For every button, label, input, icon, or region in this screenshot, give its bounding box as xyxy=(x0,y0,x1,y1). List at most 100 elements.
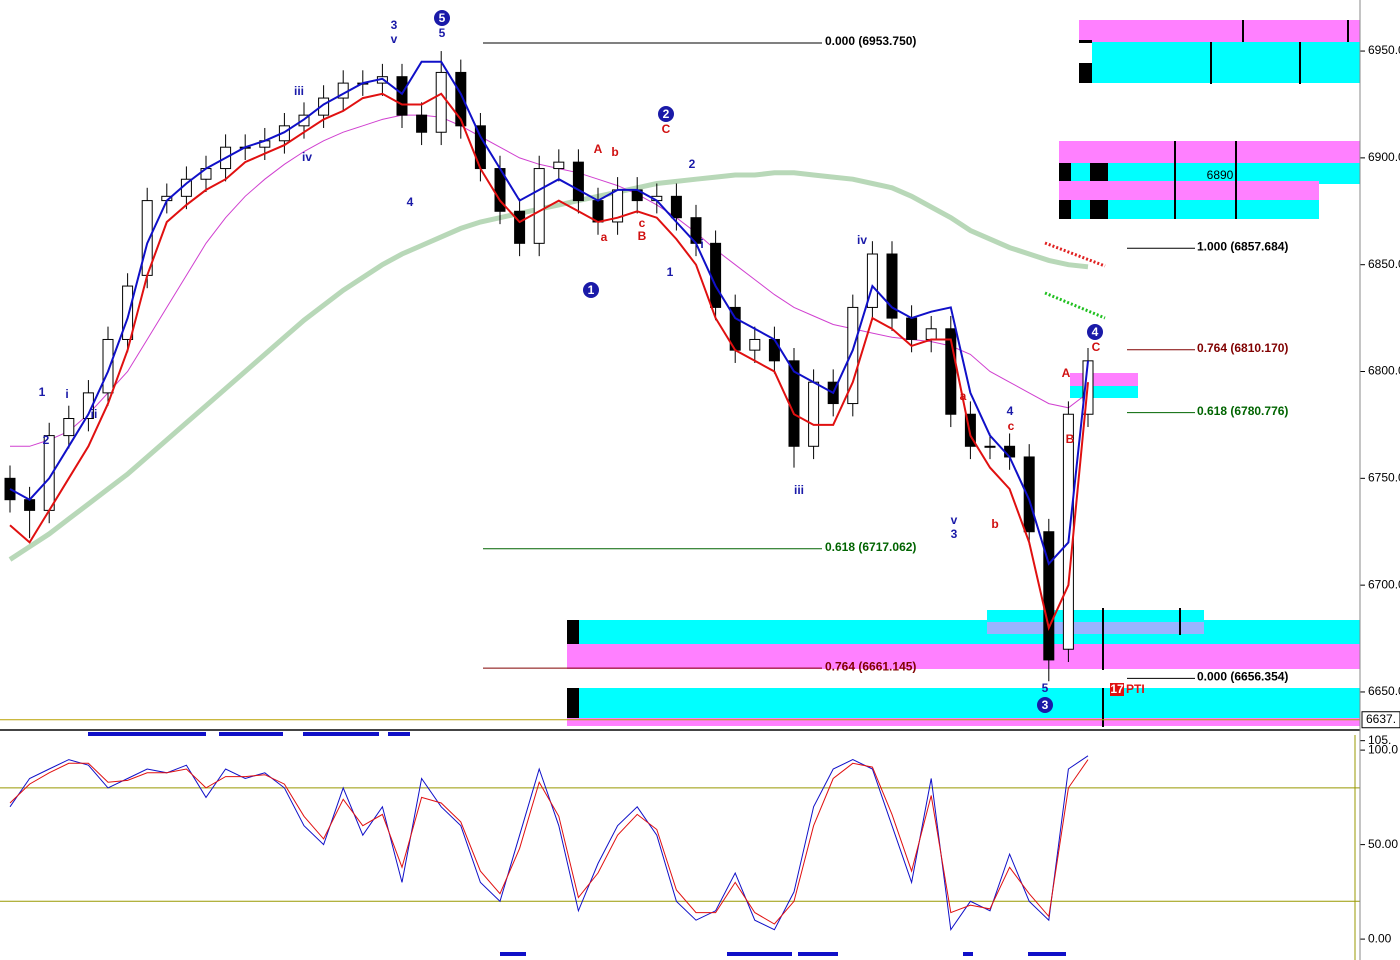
y-tick-label: 105. xyxy=(1368,733,1391,747)
zone xyxy=(1070,386,1138,398)
wave-label: 4 xyxy=(1092,325,1099,339)
y-tick-label: 50.00 xyxy=(1368,837,1398,851)
wave-circle xyxy=(583,282,599,298)
wave-label: iii xyxy=(294,84,304,98)
wave-circle xyxy=(1087,324,1103,340)
wave-label: 2 xyxy=(43,433,50,447)
wave-label: c xyxy=(639,216,646,230)
candle-body xyxy=(1062,413,1074,650)
candle-body xyxy=(24,499,36,511)
line-series xyxy=(8,170,1089,562)
wave-label: 3 xyxy=(951,527,958,541)
candle-body xyxy=(553,161,565,170)
candle-body xyxy=(572,161,584,202)
signal-bar xyxy=(1028,952,1066,956)
zones xyxy=(567,20,1360,727)
line-series xyxy=(9,755,1089,932)
wave-label: c xyxy=(1008,419,1015,433)
wave-label: 5 xyxy=(1042,681,1049,695)
wave-label: ii xyxy=(91,407,98,421)
candle-body xyxy=(866,253,878,308)
candle-body xyxy=(533,168,545,244)
candle-body xyxy=(964,413,976,447)
wave-label: C xyxy=(662,122,671,136)
zone-marker xyxy=(1090,200,1108,219)
wave-label: 1 xyxy=(667,265,674,279)
candle-body xyxy=(710,242,722,308)
wave-label: i xyxy=(65,387,68,401)
zone xyxy=(1070,373,1138,386)
box-label: 17 xyxy=(1110,682,1124,696)
y-tick-label: 6900.0 xyxy=(1368,150,1400,164)
wave-label: 4 xyxy=(407,195,414,209)
candle-body xyxy=(808,381,820,447)
wave-label: v xyxy=(391,32,398,46)
y-tick-label: 6750.0 xyxy=(1368,471,1400,485)
wave-circle xyxy=(658,106,674,122)
y-tick-label: 6700.0 xyxy=(1368,577,1400,591)
candle-body xyxy=(396,76,408,116)
zone xyxy=(1059,181,1319,200)
candle-body xyxy=(63,418,75,437)
wave-label: iv xyxy=(302,150,312,164)
wave-label: A xyxy=(594,142,603,156)
wave-label: b xyxy=(611,145,618,159)
candle-body xyxy=(1004,445,1016,458)
candle-body xyxy=(1043,531,1055,661)
signal-bar xyxy=(727,952,792,956)
wave-label: 5 xyxy=(439,11,446,25)
signal-bar xyxy=(88,732,206,736)
line-series xyxy=(9,92,1089,631)
wave-label: v xyxy=(951,513,958,527)
box-label: PTI xyxy=(1126,682,1145,696)
projection xyxy=(1044,241,1106,268)
wave-label: iii xyxy=(794,483,804,497)
zone xyxy=(1059,163,1360,184)
zone xyxy=(987,622,1204,634)
candle-body xyxy=(945,328,957,415)
last-price-label: 6637. xyxy=(1366,712,1396,726)
wave-label: C xyxy=(1092,340,1101,354)
y-tick-label: 6650.0 xyxy=(1368,684,1400,698)
line-series xyxy=(9,759,1089,925)
fib-label: 0.000 (6656.354) xyxy=(1197,670,1288,684)
wave-label: 5 xyxy=(439,26,446,40)
zone xyxy=(567,718,1360,726)
candle-body xyxy=(416,114,428,133)
wave-label: 1 xyxy=(39,385,46,399)
signal-bar xyxy=(798,952,838,956)
zone-marker xyxy=(1059,200,1071,219)
candle-body xyxy=(886,253,898,319)
zone-marker xyxy=(1090,163,1108,181)
projection xyxy=(1044,291,1106,320)
fib-label: 0.618 (6780.776) xyxy=(1197,404,1288,418)
wave-label: 3 xyxy=(391,18,398,32)
candle-body xyxy=(435,71,447,133)
zone xyxy=(1092,63,1360,83)
y-tick-label: 6800.0 xyxy=(1368,364,1400,378)
wave-label: a xyxy=(960,389,967,403)
wave-label: 4 xyxy=(1007,404,1014,418)
box-label-bg xyxy=(1110,683,1124,696)
zone xyxy=(567,644,1360,669)
candle-body xyxy=(102,338,114,394)
candle-body xyxy=(847,306,859,405)
wave-label: 2 xyxy=(689,157,696,171)
candle-body xyxy=(318,97,330,116)
zone-marker xyxy=(1059,163,1071,181)
candle-body xyxy=(670,195,682,219)
zone xyxy=(567,620,1360,644)
candle-body xyxy=(906,317,918,340)
fib-label: 0.000 (6953.750) xyxy=(825,34,916,48)
candle-body xyxy=(514,210,526,244)
signal-bar xyxy=(963,952,973,956)
zone xyxy=(1059,200,1319,219)
zone-marker xyxy=(1079,40,1092,43)
wave-circle xyxy=(1037,697,1053,713)
signal-bar xyxy=(500,952,526,956)
signal-bar xyxy=(219,732,283,736)
zone-marker xyxy=(1079,63,1092,83)
zone xyxy=(1092,42,1360,63)
zone xyxy=(1059,141,1360,163)
